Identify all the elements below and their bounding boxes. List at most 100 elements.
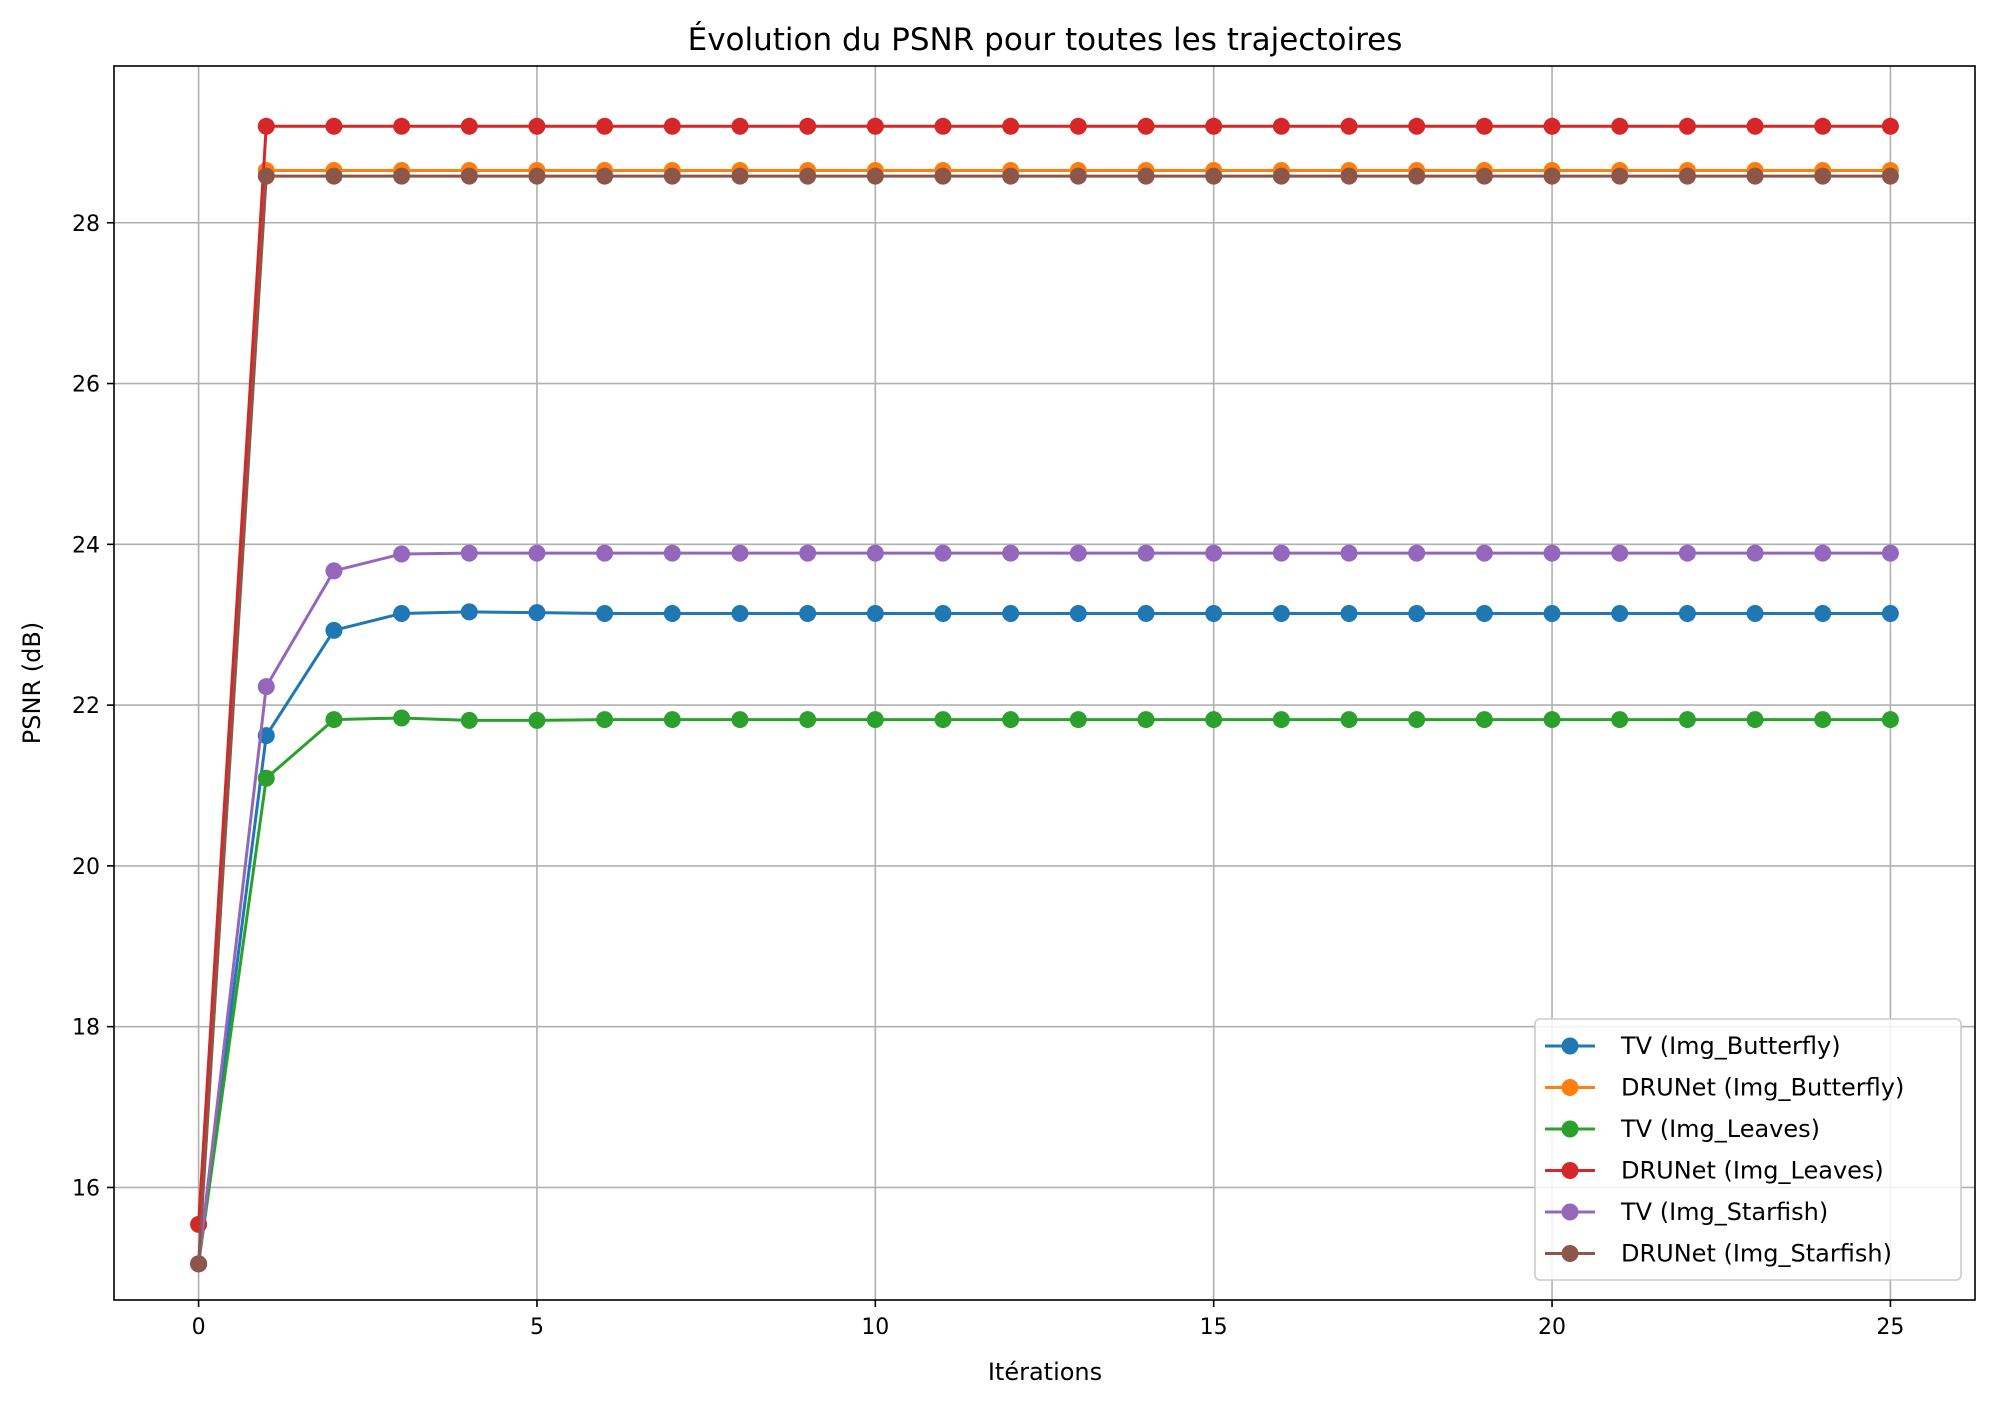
data-point	[1408, 117, 1426, 135]
data-point	[934, 544, 952, 562]
data-point	[1881, 167, 1899, 185]
data-point	[1814, 117, 1832, 135]
data-point	[393, 709, 411, 727]
data-point	[596, 544, 614, 562]
data-point	[799, 167, 817, 185]
y-axis-label: PSNR (dB)	[18, 622, 46, 744]
data-point	[460, 117, 478, 135]
series-5	[190, 544, 1899, 1273]
data-point	[460, 167, 478, 185]
data-point	[1814, 167, 1832, 185]
data-point	[934, 604, 952, 622]
data-point	[731, 711, 749, 729]
data-point	[1205, 544, 1223, 562]
data-point	[1340, 167, 1358, 185]
data-point	[1611, 167, 1629, 185]
data-point	[1002, 167, 1020, 185]
data-point	[1205, 117, 1223, 135]
data-point	[1475, 604, 1493, 622]
data-point	[1408, 604, 1426, 622]
legend-item: DRUNet (Img_Starfish)	[1545, 1240, 1892, 1268]
data-point	[528, 604, 546, 622]
data-point	[1272, 117, 1290, 135]
y-tick-label: 26	[72, 373, 100, 398]
data-point	[934, 711, 952, 729]
data-point	[1475, 711, 1493, 729]
data-point	[663, 711, 681, 729]
y-tick-label: 20	[72, 855, 100, 880]
data-point	[866, 544, 884, 562]
data-point	[393, 604, 411, 622]
data-point	[1881, 604, 1899, 622]
data-point	[1340, 544, 1358, 562]
data-point	[1543, 711, 1561, 729]
data-point	[393, 117, 411, 135]
data-point	[1814, 711, 1832, 729]
series-line	[197, 174, 1891, 1264]
data-point	[1137, 604, 1155, 622]
data-point	[934, 117, 952, 135]
data-point	[799, 711, 817, 729]
data-point	[257, 117, 275, 135]
data-point	[1881, 117, 1899, 135]
data-point	[866, 167, 884, 185]
legend-label: DRUNet (Img_Butterfly)	[1621, 1074, 1904, 1102]
x-tick-label: 15	[1200, 1315, 1228, 1340]
series-6	[190, 167, 1899, 1273]
legend-marker	[1561, 1245, 1579, 1262]
data-point	[1746, 544, 1764, 562]
data-point	[1408, 167, 1426, 185]
data-point	[1137, 544, 1155, 562]
chart-title: Évolution du PSNR pour toutes les trajec…	[688, 22, 1403, 58]
data-point	[1611, 117, 1629, 135]
data-point	[1205, 604, 1223, 622]
legend-item: DRUNet (Img_Butterfly)	[1545, 1074, 1904, 1102]
data-point	[1272, 167, 1290, 185]
data-point	[1611, 604, 1629, 622]
data-point	[663, 117, 681, 135]
series-line	[197, 610, 1891, 1265]
data-point	[1408, 711, 1426, 729]
data-point	[1611, 544, 1629, 562]
data-point	[596, 167, 614, 185]
data-point	[1069, 604, 1087, 622]
legend-label: TV (Img_Butterfly)	[1620, 1032, 1841, 1060]
data-point	[1746, 711, 1764, 729]
data-point	[1205, 711, 1223, 729]
data-point	[1678, 604, 1696, 622]
data-point	[528, 117, 546, 135]
data-point	[1543, 167, 1561, 185]
data-point	[325, 711, 343, 729]
series-line	[197, 124, 1891, 1225]
x-tick-label: 25	[1876, 1315, 1904, 1340]
data-point	[1340, 711, 1358, 729]
data-point	[1069, 117, 1087, 135]
plot-frame	[113, 65, 1976, 1301]
data-point	[1746, 167, 1764, 185]
data-point	[1340, 117, 1358, 135]
data-point	[1272, 544, 1290, 562]
data-point	[1475, 544, 1493, 562]
legend-label: DRUNet (Img_Leaves)	[1621, 1157, 1884, 1185]
legend-label: DRUNet (Img_Starfish)	[1621, 1240, 1892, 1268]
grid-lines	[114, 66, 1975, 1300]
data-point	[731, 544, 749, 562]
series-3	[190, 709, 1899, 1273]
data-point	[663, 167, 681, 185]
data-point	[1069, 167, 1087, 185]
data-point	[1340, 604, 1358, 622]
data-point	[528, 167, 546, 185]
legend-item: TV (Img_Butterfly)	[1545, 1032, 1841, 1060]
data-point	[1678, 544, 1696, 562]
data-point	[257, 167, 275, 185]
data-point	[1678, 117, 1696, 135]
data-point	[1543, 604, 1561, 622]
data-point	[1881, 711, 1899, 729]
legend-marker	[1561, 1203, 1579, 1221]
data-point	[460, 544, 478, 562]
x-axis-ticks: 0 5 10 15 20 25	[192, 1300, 1904, 1340]
data-point	[596, 117, 614, 135]
legend-label: TV (Img_Starfish)	[1620, 1198, 1828, 1226]
data-point	[325, 117, 343, 135]
